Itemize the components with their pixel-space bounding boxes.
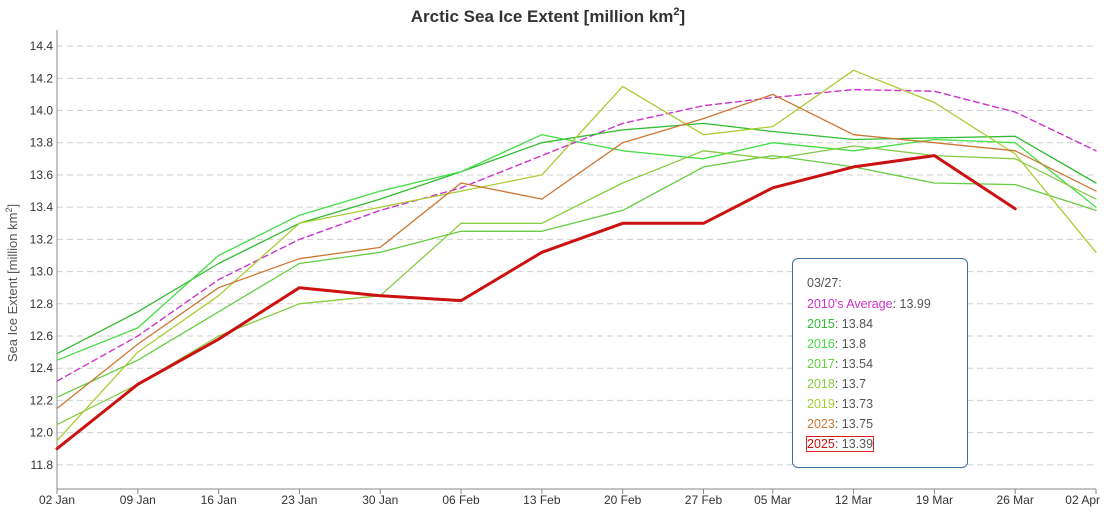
tooltip-series-name: 2018 (807, 377, 835, 391)
axes (56, 30, 1096, 490)
x-tick-labels: 02 Jan 09 Jan 16 Jan 23 Jan 30 Jan 06 Feb 13 F… (39, 489, 1100, 507)
x-tick-label: 02 Apr (1065, 493, 1100, 507)
y-tick-label: 13.2 (30, 232, 54, 246)
y-tick-label: 13.4 (30, 200, 54, 214)
series-lines (55, 69, 1097, 451)
x-tick-label: 02 Jan (39, 493, 75, 507)
y-tick-label: 12.6 (30, 329, 54, 343)
y-tick-label: 14.2 (30, 71, 54, 85)
tooltip-row: 2019: 13.73 (807, 397, 874, 411)
tooltip-series-name: 2025 (807, 437, 835, 451)
series-line-2025 (55, 154, 1017, 451)
series-line-2015 (56, 122, 1097, 355)
tooltip-series-name: 2016 (807, 337, 835, 351)
tooltip-series-value: 13.7 (841, 377, 867, 391)
y-tick-label: 12.4 (30, 361, 54, 375)
y-tick-label: 12.2 (30, 393, 54, 407)
tooltip-row: 2017: 13.54 (807, 357, 874, 371)
tooltip-row: 2018: 13.7 (807, 377, 867, 391)
y-tick-label: 12.8 (30, 297, 54, 311)
x-tick-label: 27 Feb (685, 493, 723, 507)
tooltip-row: 2023: 13.75 (807, 417, 874, 431)
tooltip-series-value: 13.54 (841, 357, 874, 371)
tooltip-row: 2025: 13.39 (805, 436, 875, 452)
x-tick-label: 09 Jan (120, 493, 156, 507)
x-tick-label: 23 Jan (281, 493, 317, 507)
x-tick-label: 30 Jan (362, 493, 398, 507)
x-tick-label: 13 Feb (523, 493, 561, 507)
x-tick-label: 20 Feb (604, 493, 642, 507)
y-tick-label: 13.6 (30, 168, 54, 182)
tooltip-series-name: 2023 (807, 417, 835, 431)
tooltip-series-value: 13.75 (841, 417, 874, 431)
series-line-2017 (56, 154, 1097, 398)
x-tick-label: 19 Mar (916, 493, 953, 507)
tooltip-series-value: 13.39 (841, 437, 874, 451)
y-tick-label: 13.8 (30, 136, 54, 150)
y-axis-label: Sea Ice Extent [million km2] (4, 204, 20, 362)
tooltip-series-name: 2019 (807, 397, 835, 411)
tooltip-series-value: 13.8 (841, 337, 867, 351)
tooltip-series-value: 13.84 (841, 317, 874, 331)
y-tick-label: 12.0 (30, 426, 54, 440)
tooltip-date: 03/27: (807, 276, 842, 290)
hover-tooltip: 03/27: 2010's Average: 13.99 2015: 13.84 2… (792, 258, 968, 468)
y-tick-labels: 11.8 12.0 12.2 12.4 12.6 12.8 13.0 13.2 13.4 13.6… (30, 39, 54, 472)
x-tick-label: 16 Jan (201, 493, 237, 507)
tooltip-row: 2016: 13.8 (807, 337, 867, 351)
x-tick-label: 12 Mar (835, 493, 872, 507)
tooltip-series-value: 13.73 (841, 397, 874, 411)
y-tick-label: 13.0 (30, 265, 54, 279)
x-tick-label: 05 Mar (754, 493, 791, 507)
tooltip-series-name: 2015 (807, 317, 835, 331)
tooltip-row: 2010's Average: 13.99 (807, 297, 931, 311)
x-tick-label: 06 Feb (442, 493, 480, 507)
tooltip-row: 2015: 13.84 (807, 317, 874, 331)
y-tick-label: 14.4 (30, 39, 54, 53)
chart-title: Arctic Sea Ice Extent [million km2] (411, 6, 685, 26)
series-line-2019 (56, 69, 1097, 442)
series-line-2023 (56, 93, 1097, 410)
series-line-2010-s-average (56, 88, 1097, 382)
tooltip-series-value: 13.99 (899, 297, 931, 311)
x-tick-label: 26 Mar (997, 493, 1034, 507)
tooltip-series-name: 2017 (807, 357, 835, 371)
tooltip-series-name: 2010's Average (807, 297, 893, 311)
tooltip-rows: 2010's Average: 13.99 2015: 13.84 2016: 13… (805, 294, 967, 454)
y-tick-label: 11.8 (31, 458, 54, 472)
y-tick-label: 14.0 (30, 104, 54, 118)
